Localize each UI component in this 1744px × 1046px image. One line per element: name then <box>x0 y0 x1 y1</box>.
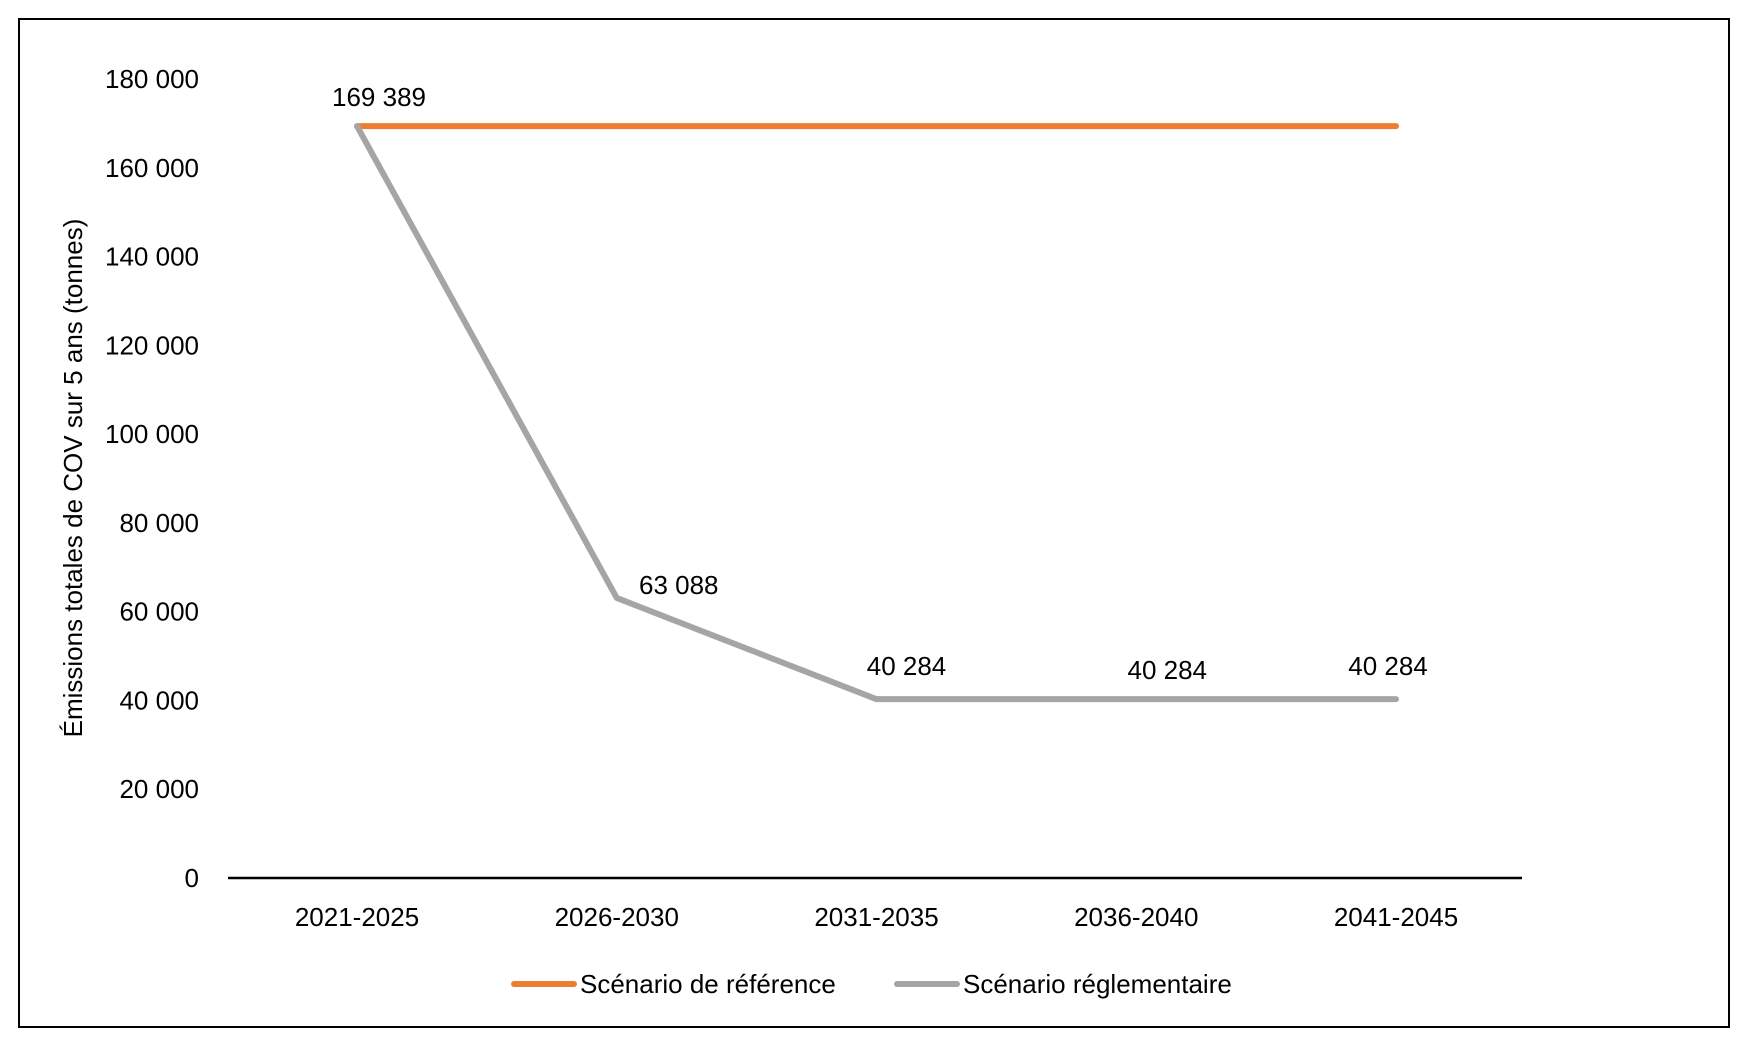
chart-frame <box>18 18 1730 1028</box>
data-label: 63 088 <box>639 570 719 600</box>
x-tick-label: 2026-2030 <box>555 902 679 932</box>
x-tick-label: 2031-2035 <box>814 902 938 932</box>
y-tick-label: 100 000 <box>105 419 199 449</box>
legend-item: Scénario de référence <box>511 969 836 999</box>
data-label: 40 284 <box>867 651 947 681</box>
series-line-1 <box>354 123 1399 703</box>
data-label: 169 389 <box>332 82 426 112</box>
data-label: 40 284 <box>1127 655 1207 685</box>
x-tick-label: 2021-2025 <box>295 902 419 932</box>
y-tick-label: 40 000 <box>119 685 199 715</box>
y-tick-label: 60 000 <box>119 597 199 627</box>
y-axis-title: Émissions totales de COV sur 5 ans (tonn… <box>58 219 88 738</box>
legend: Scénario de référence Scénario réglementa… <box>511 969 1232 999</box>
legend-item: Scénario réglementaire <box>894 969 1232 999</box>
y-axis-ticks: 0 20 000 40 000 60 000 80 000 100 000 120 000 1… <box>105 64 199 893</box>
x-tick-label: 2036-2040 <box>1074 902 1198 932</box>
x-axis-ticks: 2021-2025 2026-2030 2031-2035 2036-2040 2041… <box>295 902 1458 932</box>
y-tick-label: 0 <box>185 863 199 893</box>
y-tick-label: 160 000 <box>105 153 199 183</box>
series-lines <box>354 123 1399 703</box>
y-tick-label: 120 000 <box>105 330 199 360</box>
y-tick-label: 80 000 <box>119 508 199 538</box>
legend-label: Scénario de référence <box>580 969 836 999</box>
y-tick-label: 140 000 <box>105 242 199 272</box>
y-tick-label: 20 000 <box>119 774 199 804</box>
legend-label: Scénario réglementaire <box>963 969 1232 999</box>
data-label: 40 284 <box>1348 651 1428 681</box>
y-tick-label: 180 000 <box>105 64 199 94</box>
x-tick-label: 2041-2045 <box>1334 902 1458 932</box>
data-labels: 169 389 63 088 40 284 40 284 40 284 <box>332 82 1428 685</box>
